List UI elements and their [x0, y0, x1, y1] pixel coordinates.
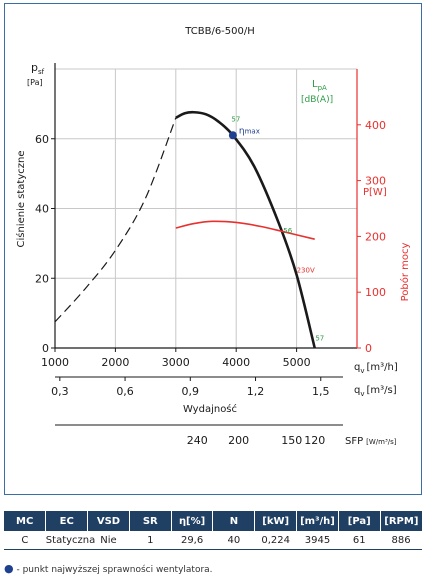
y-axis-unit: [Pa] — [27, 78, 43, 87]
table-cell: 886 — [380, 531, 422, 550]
lpa-label: LpA — [312, 79, 327, 92]
y2-axis-symbol: P[W] — [363, 187, 387, 198]
annotation-lpa: 56 — [283, 227, 292, 235]
x-tick-label: 3000 — [162, 356, 190, 369]
table-cell: 61 — [338, 531, 381, 550]
chart-title: TCBB/6-500/H — [184, 26, 255, 37]
table-cell: 0,224 — [254, 531, 297, 550]
col-header: [Pa] — [338, 511, 381, 531]
tick-labels: 0 20 40 60 0 100 200 300 400 1000 2000 3000 4000 5000… — [35, 119, 386, 447]
series-pressure-dashed — [54, 117, 177, 323]
max-efficiency-label-sub: max — [245, 127, 260, 135]
y2-axis-label: Pobór mocy — [399, 243, 411, 302]
fan-curve-chart: TCBB/6-500/H psf [Pa] Ciśnienie statyczn… — [15, 26, 411, 447]
y-axis-symbol: psf — [31, 61, 45, 76]
series-lines — [54, 110, 316, 349]
table-cell: 29,6 — [171, 531, 213, 550]
col-header: SR — [129, 511, 172, 531]
col-header: MC — [4, 511, 47, 531]
table-cell: C — [4, 531, 46, 550]
x-axis-label: Wydajność — [183, 403, 237, 415]
x2-tick-label: 0,6 — [116, 385, 134, 398]
y-tick-label: 20 — [35, 272, 49, 285]
y2-tick-label: 100 — [365, 286, 386, 299]
x-tick-label: 4000 — [222, 356, 250, 369]
col-header: [RPM] — [380, 511, 422, 531]
table-cell: 3945 — [296, 531, 339, 550]
table-cell: Statyczna — [45, 531, 95, 550]
footnote: ● - punkt najwyższej sprawności wentylat… — [4, 562, 213, 575]
x-unit-m3s: qv [m³/s] — [354, 385, 397, 398]
specs-header-row: MC EC VSD SR η[%] N [kW] [m³/h] [Pa] [RP… — [4, 511, 422, 531]
specs-table: MC EC VSD SR η[%] N [kW] [m³/h] [Pa] [RP… — [4, 511, 422, 550]
table-cell: 1 — [129, 531, 172, 550]
footnote-text: - punkt najwyższej sprawności wentylator… — [16, 565, 213, 575]
col-header: VSD — [87, 511, 130, 531]
max-efficiency-point — [228, 131, 237, 140]
col-header: EC — [45, 511, 89, 531]
annotations: 57 56 57 230V ηmax — [228, 115, 324, 342]
sfp-tick-label: 150 — [281, 434, 302, 447]
col-header: [kW] — [254, 511, 298, 531]
series-pressure-solid — [175, 110, 316, 349]
table-row: C Statyczna Nie 1 29,6 40 0,224 3945 61 … — [4, 531, 422, 550]
x-unit-m3h: qv [m³/h] — [354, 362, 398, 375]
sfp-tick-label: 200 — [228, 434, 249, 447]
y2-tick-label: 300 — [365, 175, 386, 188]
y-axis-label: Ciśnienie statyczne — [15, 150, 27, 247]
y-tick-label: 60 — [35, 133, 49, 146]
annotation-lpa: 57 — [315, 334, 324, 342]
series-power — [175, 220, 315, 240]
sfp-tick-label: 120 — [304, 434, 325, 447]
x2-tick-label: 0,9 — [182, 385, 200, 398]
y-tick-label: 0 — [42, 342, 49, 355]
grid-lines — [54, 68, 358, 349]
x-tick-label: 1000 — [41, 356, 69, 369]
max-efficiency-label: ηmax — [239, 126, 260, 136]
sfp-tick-label: 240 — [187, 434, 208, 447]
table-cell: Nie — [87, 531, 130, 550]
col-header: η[%] — [171, 511, 214, 531]
annotation-voltage: 230V — [297, 266, 315, 274]
axes — [54, 63, 358, 378]
x-tick-label: 2000 — [101, 356, 129, 369]
lpa-unit: [dB(A)] — [301, 95, 333, 105]
x2-tick-label: 1,5 — [312, 385, 330, 398]
x2-tick-label: 0,3 — [51, 385, 69, 398]
sfp-label: SFP [W/m³/s] — [345, 436, 397, 447]
x2-tick-label: 1,2 — [247, 385, 265, 398]
col-header: [m³/h] — [296, 511, 339, 531]
table-cell: 40 — [212, 531, 255, 550]
annotation-lpa: 57 — [231, 115, 240, 123]
y2-tick-label: 400 — [365, 119, 386, 132]
max-efficiency-dot-icon: ● — [4, 562, 14, 575]
x-tick-label: 5000 — [283, 356, 311, 369]
y-tick-label: 40 — [35, 203, 49, 216]
y2-tick-label: 200 — [365, 230, 386, 243]
chart-frame: TCBB/6-500/H psf [Pa] Ciśnienie statyczn… — [4, 3, 422, 495]
y2-tick-label: 0 — [365, 342, 372, 355]
col-header: N — [212, 511, 256, 531]
